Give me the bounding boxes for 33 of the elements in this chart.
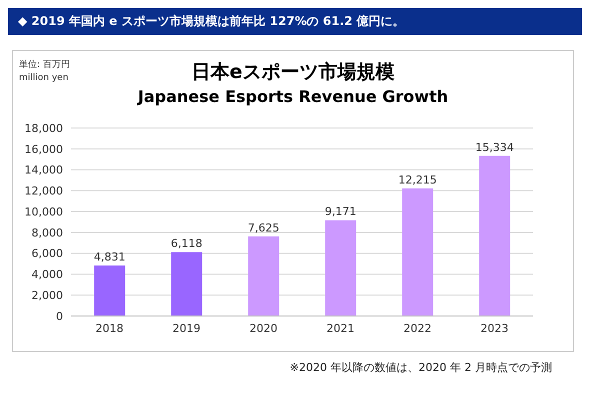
data-label: 4,831 [94,250,126,264]
data-label: 7,625 [248,221,280,234]
y-tick-label: 0 [56,310,63,323]
bar [479,156,510,316]
text: ◆ 2019 年国内 e スポーツ市場規模は前年比 127%の 61.2 億円に。 [8,8,582,35]
data-label: 12,215 [398,173,437,186]
chart-title: 日本eスポーツ市場規模 [192,61,394,83]
data-label: 6,118 [170,237,202,250]
bar [325,220,356,316]
y-tick-label: 12,000 [24,184,63,198]
x-tick-label: 2018 [96,322,124,335]
y-tick-label: 10,000 [24,205,63,218]
bar [402,188,434,316]
x-tick-label: 2020 [250,322,278,335]
data-label: 15,334 [475,140,514,154]
bar [94,266,126,316]
y-tick-label: 16,000 [24,142,63,156]
bar [171,252,202,316]
y-tick-label: 2,000 [32,289,63,302]
y-tick-label: 8,000 [32,226,63,240]
y-tick-label: 4,000 [32,268,63,282]
x-tick-label: 2023 [480,322,508,335]
x-tick-label: 2022 [404,322,432,335]
x-tick-label: 2021 [326,322,354,335]
y-tick-label: 18,000 [24,122,63,135]
chart-subtitle: Japanese Esports Revenue Growth [136,87,450,106]
x-tick-label: 2019 [172,322,200,335]
y-tick-label: 6,000 [32,247,63,260]
y-tick-label: 14,000 [24,164,63,177]
data-label: 9,171 [324,205,356,218]
bar [248,236,280,316]
text: ※2020 年以降の数値は、2020 年 2 月時点での予測 [290,360,552,375]
y-axis-title: 単位: 百万円 million yen [19,59,70,85]
